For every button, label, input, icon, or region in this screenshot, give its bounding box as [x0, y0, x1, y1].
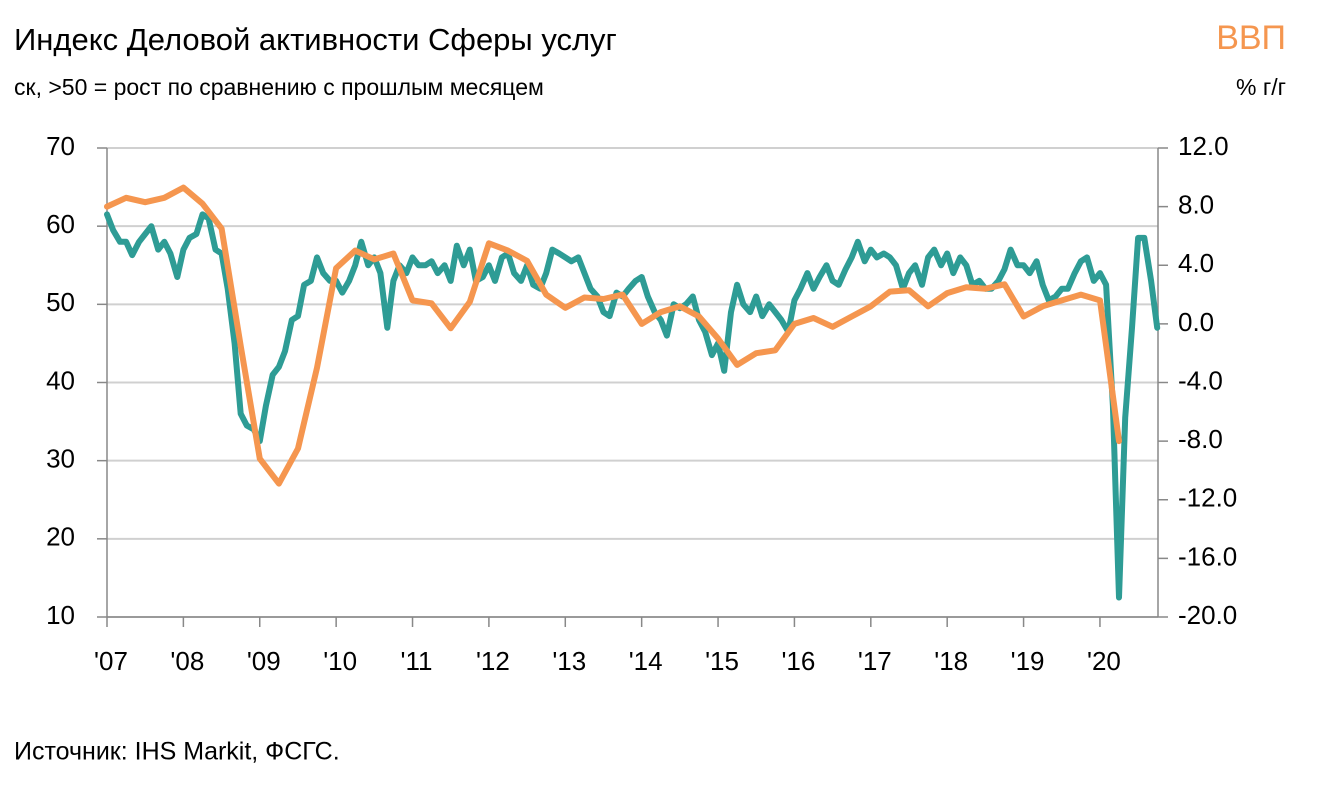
y-tick-label: 30 — [46, 444, 75, 474]
chart-subtitle: ск, >50 = рост по сравнению с прошлым ме… — [14, 74, 544, 100]
y2-tick-label: 12.0 — [1178, 131, 1229, 161]
x-tick-label: '20 — [1087, 646, 1121, 676]
series-line — [104, 211, 1161, 601]
y2-tick-label: 0.0 — [1178, 307, 1214, 337]
x-tick-label: '11 — [401, 646, 433, 676]
source: Источник: IHS Markit, ФСГС. — [14, 738, 340, 766]
x-tick-label: '08 — [170, 646, 204, 676]
y2-title: ВВП — [1216, 19, 1286, 57]
x-tick-label: '07 — [94, 646, 128, 676]
y2-tick-label: -20.0 — [1178, 600, 1237, 630]
x-tick-label: '10 — [323, 646, 357, 676]
x-tick-label: '16 — [781, 646, 815, 676]
y2-tick-label: 8.0 — [1178, 190, 1214, 220]
y-tick-label: 70 — [46, 131, 75, 161]
y-tick-label: 60 — [46, 209, 75, 239]
y-tick-label: 20 — [46, 522, 75, 552]
x-tick-label: '13 — [552, 646, 586, 676]
y2-tick-label: -8.0 — [1178, 424, 1223, 454]
x-tick-label: '15 — [705, 646, 739, 676]
x-tick-label: '12 — [476, 646, 510, 676]
y-tick-label: 50 — [46, 287, 75, 317]
y-tick-label: 40 — [46, 365, 75, 395]
y2-tick-label: -12.0 — [1178, 483, 1237, 513]
x-tick-label: '09 — [247, 646, 281, 676]
x-tick-label: '14 — [629, 646, 663, 676]
x-tick-label: '17 — [858, 646, 892, 676]
x-tick-label: '18 — [934, 646, 968, 676]
y-tick-label: 10 — [46, 600, 75, 630]
y2-subtitle: % г/г — [1236, 74, 1286, 100]
y2-tick-label: -16.0 — [1178, 541, 1237, 571]
y2-tick-label: -4.0 — [1178, 365, 1223, 395]
y2-tick-label: 4.0 — [1178, 248, 1214, 278]
chart-title: Индекс Деловой активности Сферы услуг — [14, 22, 617, 57]
series-line — [104, 184, 1122, 487]
x-tick-label: '19 — [1011, 646, 1045, 676]
